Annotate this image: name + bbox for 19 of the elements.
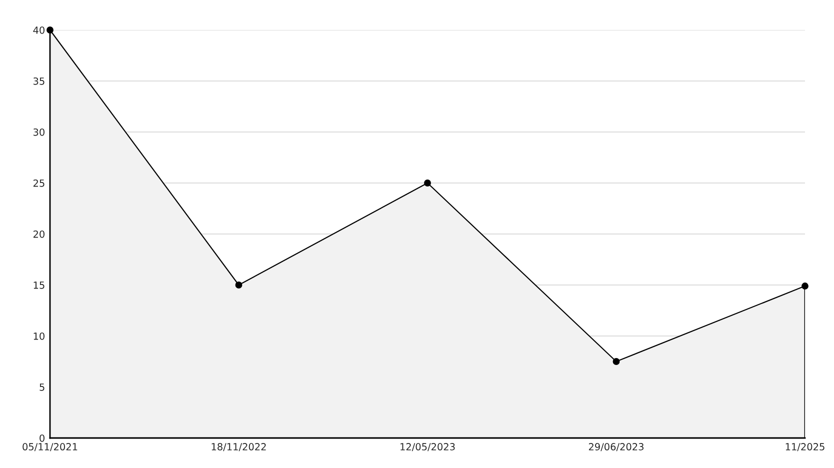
point [424, 180, 431, 186]
y-tick-label: 40 [33, 26, 44, 34]
y-tick-label: 25 [33, 179, 44, 187]
x-tick-label: 29/06/2023 [588, 443, 644, 452]
y-tick-label: 10 [34, 332, 44, 340]
y-tick-label: 5 [40, 384, 44, 391]
point [235, 282, 242, 288]
y-tick-label: 35 [34, 77, 44, 85]
y-tick-label: 20 [33, 230, 44, 238]
y-tick-label: 0 [40, 434, 44, 442]
point [612, 358, 620, 365]
x-tick-label: 11/2025 [786, 443, 824, 452]
y-tick-label: 30 [34, 128, 44, 136]
x-tick-label: 18/11/2022 [212, 443, 266, 452]
y-tick-label: 15 [34, 282, 44, 289]
point [46, 26, 54, 34]
x-tick-label: 05/11/2021 [22, 443, 78, 452]
x-tick-label: 12/05/2023 [400, 443, 455, 452]
point [802, 282, 808, 290]
